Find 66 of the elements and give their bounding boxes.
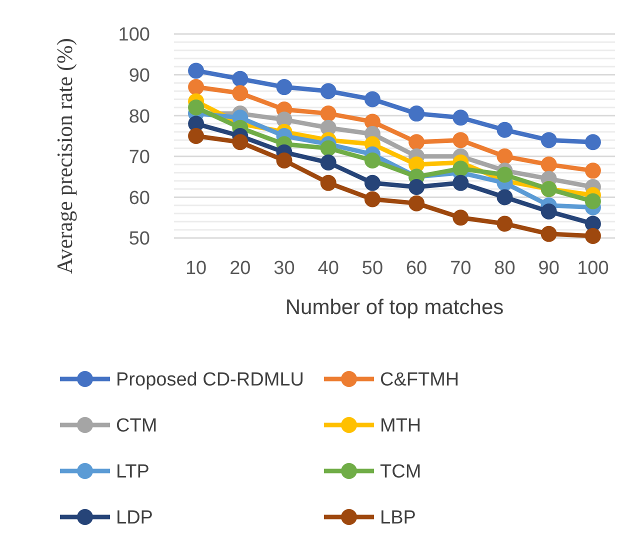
y-tick-label: 70 [128, 147, 150, 168]
point [320, 174, 336, 191]
point [188, 62, 204, 79]
point [540, 132, 557, 148]
x-tick-label: 40 [318, 258, 339, 279]
legend-label: LTP [116, 462, 150, 483]
point [540, 226, 557, 242]
legend-label: CTM [116, 416, 158, 437]
x-tick-label: 30 [274, 258, 295, 279]
point [452, 132, 469, 148]
x-tick-label: 20 [230, 258, 251, 279]
point [452, 210, 469, 226]
legend-label: C&FTMH [380, 370, 460, 391]
point [320, 154, 336, 171]
x-tick-label: 70 [450, 258, 472, 279]
point [364, 91, 380, 108]
point [364, 174, 380, 191]
point [452, 174, 469, 191]
point [496, 166, 513, 183]
x-tick-label: 10 [185, 258, 207, 279]
point [540, 156, 557, 173]
x-tick-label: 50 [362, 258, 384, 279]
point [188, 99, 204, 116]
point [584, 228, 601, 244]
point [320, 140, 336, 156]
point [408, 195, 425, 212]
point [584, 162, 601, 179]
legend-label: LBP [380, 508, 416, 529]
y-tick-label: 60 [128, 188, 150, 209]
legend-label: MTH [380, 416, 422, 437]
x-tick-label: 90 [538, 258, 560, 279]
point [496, 189, 513, 206]
point [496, 216, 513, 232]
point [408, 179, 425, 195]
point [584, 134, 601, 150]
legend-label: TCM [380, 462, 422, 483]
point [452, 110, 469, 126]
point [540, 203, 557, 220]
point [232, 85, 248, 102]
point [276, 152, 292, 168]
x-tick-label: 80 [494, 258, 516, 279]
point [232, 134, 248, 150]
x-tick-label: 100 [577, 258, 609, 279]
point [320, 106, 336, 122]
y-tick-label: 80 [128, 106, 150, 128]
legend-label: Proposed CD-RDMLU [116, 370, 304, 391]
point [232, 70, 248, 87]
x-axis-title: Number of top matches [285, 296, 504, 319]
point [584, 193, 601, 210]
point [320, 83, 336, 100]
legend-label: LDP [116, 508, 153, 529]
x-tick-label: 60 [406, 258, 428, 279]
point [188, 79, 204, 96]
point [188, 128, 204, 144]
point [276, 79, 292, 96]
point [496, 122, 513, 138]
y-axis-title: Average precision rate (%) [52, 38, 77, 274]
y-tick-label: 50 [128, 228, 150, 250]
point [364, 191, 380, 208]
point [408, 106, 425, 122]
point [364, 152, 380, 168]
point [452, 160, 469, 177]
point [408, 134, 425, 150]
point [496, 148, 513, 164]
y-tick-label: 100 [118, 24, 150, 46]
y-tick-label: 90 [128, 65, 150, 86]
